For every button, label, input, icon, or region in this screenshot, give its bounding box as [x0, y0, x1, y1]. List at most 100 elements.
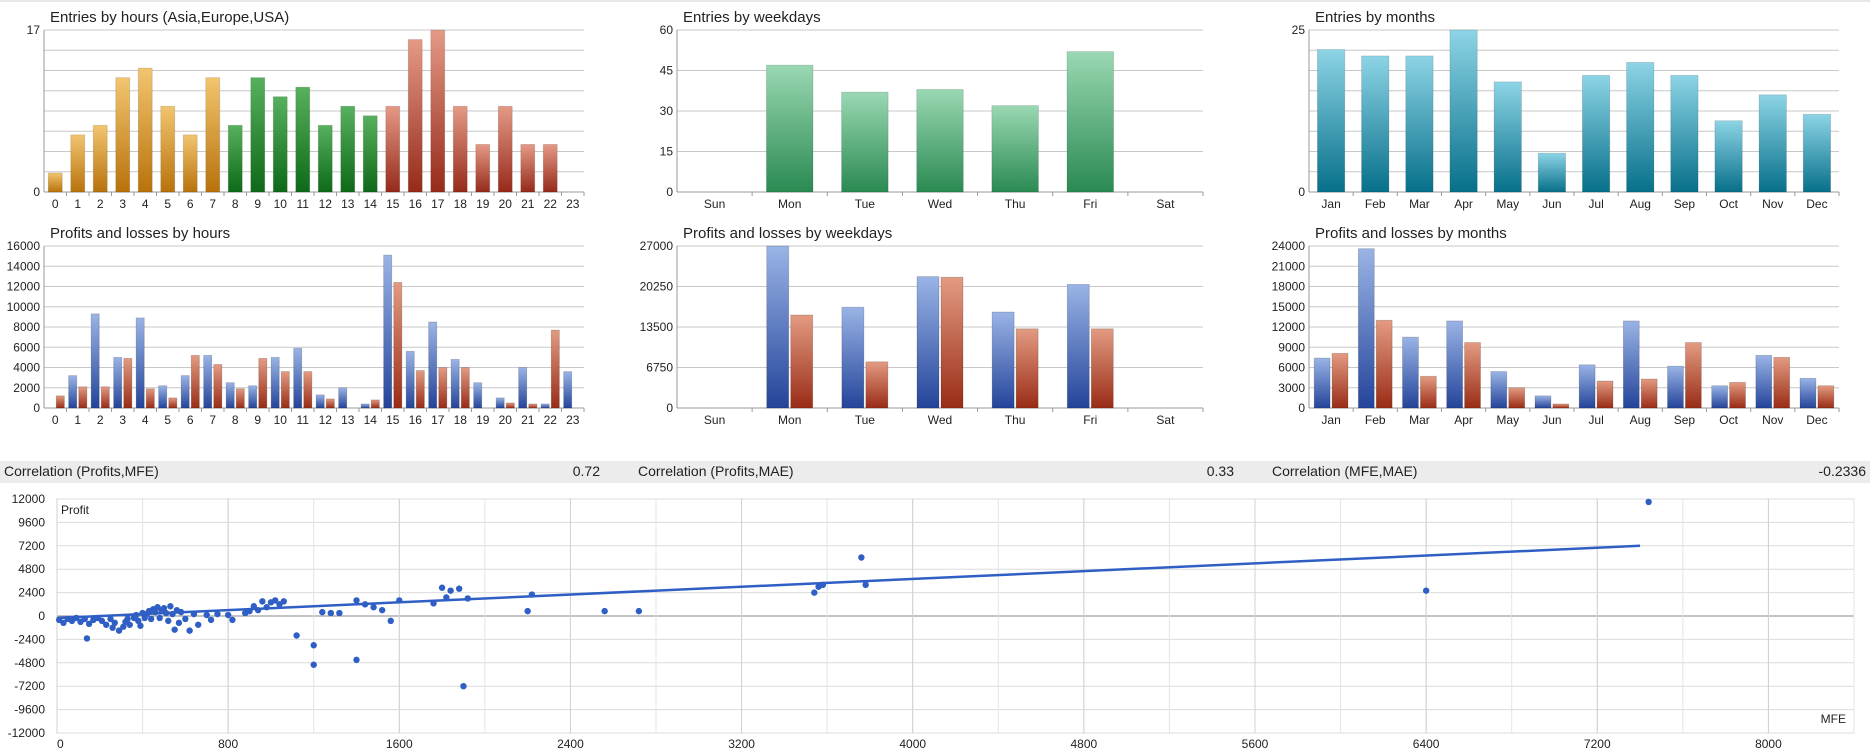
y-tick-label: 0: [1298, 401, 1305, 415]
scatter-point: [455, 585, 463, 592]
x-tick-label: 22: [544, 413, 558, 427]
scatter-x-tick-label: 2400: [557, 737, 584, 751]
chart-title: Profits and losses by hours: [50, 225, 230, 242]
x-tick-label: Feb: [1365, 413, 1386, 427]
chart-pl-months: Profits and losses by months 0 3000 6000 900…: [1272, 225, 1840, 427]
x-tick-label: 9: [254, 413, 261, 427]
bar-9-series-1: [258, 357, 268, 409]
x-tick-label: Jul: [1588, 413, 1603, 427]
x-tick-label: Wed: [928, 197, 952, 211]
bar-20: [497, 105, 513, 193]
scatter-point: [310, 642, 317, 649]
bar-Jan: [1316, 49, 1346, 193]
scatter-point: [858, 554, 865, 561]
bar-19-series-0: [473, 382, 483, 409]
bar-May-series-0: [1490, 371, 1508, 409]
x-tick-label: Jun: [1542, 197, 1561, 211]
bar-9: [250, 77, 266, 193]
bar-Nov-series-0: [1755, 354, 1773, 409]
correlation-profits-mfe-label: Correlation (Profits,MFE): [4, 463, 159, 479]
correlation-bar: [0, 461, 1870, 483]
bar-Jul-series-0: [1578, 364, 1596, 409]
bar-4: [137, 67, 153, 193]
scatter-x-tick-label: 4800: [1071, 737, 1098, 751]
bar-Wed: [916, 89, 964, 193]
correlation-mfe-mae-label: Correlation (MFE,MAE): [1272, 463, 1418, 479]
bar-12-series-1: [325, 398, 335, 409]
scatter-point: [438, 584, 446, 591]
bar-Wed-series-0: [916, 276, 940, 409]
x-tick-label: Sun: [704, 413, 725, 427]
x-tick-label: 4: [142, 413, 149, 427]
bar-1-series-1: [78, 386, 88, 409]
scatter-point: [280, 598, 287, 605]
scatter-point: [203, 611, 210, 619]
x-tick-label: Dec: [1806, 197, 1827, 211]
x-tick-label: 23: [566, 197, 580, 211]
x-tick-label: 19: [476, 197, 490, 211]
y-tick-label: 8000: [13, 320, 40, 334]
x-tick-label: Fri: [1083, 413, 1097, 427]
bar-7-series-0: [203, 354, 213, 409]
scatter-point: [601, 607, 608, 615]
scatter-point: [229, 616, 236, 624]
y-tick-label: 25: [1292, 23, 1306, 37]
x-tick-label: Sun: [704, 197, 725, 211]
bar-14-series-0: [360, 403, 370, 409]
scatter-point: [83, 635, 91, 642]
bar-Jul: [1581, 74, 1611, 193]
x-tick-label: 2: [97, 413, 104, 427]
x-tick-label: 22: [544, 197, 558, 211]
scatter-point: [120, 623, 127, 630]
scatter-x-tick-label: 6400: [1413, 737, 1440, 751]
bar-8-series-1: [235, 388, 245, 409]
x-tick-label: 0: [52, 413, 59, 427]
scatter-point: [214, 610, 221, 618]
scatter-point: [430, 600, 437, 607]
x-tick-label: Tue: [855, 197, 876, 211]
y-tick-label: 0: [33, 401, 40, 415]
scatter-point: [73, 614, 80, 622]
scatter-point: [162, 609, 170, 617]
scatter-point: [137, 622, 144, 629]
bar-16-series-1: [415, 370, 425, 409]
x-tick-label: 9: [254, 197, 261, 211]
y-tick-label: 0: [33, 185, 40, 199]
x-tick-label: 21: [521, 197, 535, 211]
scatter-x-tick-label: 800: [218, 737, 238, 751]
bar-Oct-series-0: [1711, 385, 1728, 409]
bar-Jun-series-1: [1552, 403, 1570, 409]
bar-Wed-series-1: [940, 276, 964, 409]
bar-Jan-series-1: [1331, 352, 1349, 409]
scatter-point: [135, 617, 142, 625]
x-tick-label: 7: [209, 413, 216, 427]
bar-Nov-series-1: [1773, 356, 1791, 409]
x-tick-label: 13: [341, 197, 355, 211]
scatter-point: [272, 597, 279, 604]
correlation-profits-mae-label: Correlation (Profits,MAE): [638, 463, 794, 479]
bar-Aug-series-0: [1622, 320, 1640, 409]
bar-17-series-1: [438, 367, 448, 409]
scatter-point: [259, 598, 266, 605]
x-tick-label: 10: [274, 413, 288, 427]
bar-Sep-series-1: [1685, 342, 1702, 409]
x-tick-label: Sep: [1674, 197, 1696, 211]
scatter-y-tick-label: -7200: [14, 679, 45, 693]
bar-Jun: [1537, 152, 1567, 193]
scatter-y-tick-label: 2400: [18, 586, 45, 600]
scatter-point: [1422, 587, 1430, 594]
x-tick-label: 5: [164, 197, 171, 211]
scatter-point: [107, 615, 114, 623]
x-tick-label: 17: [431, 197, 445, 211]
bar-14-series-1: [370, 399, 380, 409]
x-tick-label: Jan: [1321, 197, 1340, 211]
bar-12: [317, 124, 333, 193]
x-tick-label: May: [1496, 413, 1519, 427]
bar-5-series-0: [158, 385, 168, 409]
bar-Fri-series-1: [1090, 328, 1114, 409]
scatter-x-tick-label: 1600: [386, 737, 413, 751]
x-tick-label: Mon: [778, 413, 801, 427]
scatter-point: [186, 627, 193, 634]
x-tick-label: Aug: [1630, 413, 1651, 427]
scatter-point: [370, 604, 377, 611]
